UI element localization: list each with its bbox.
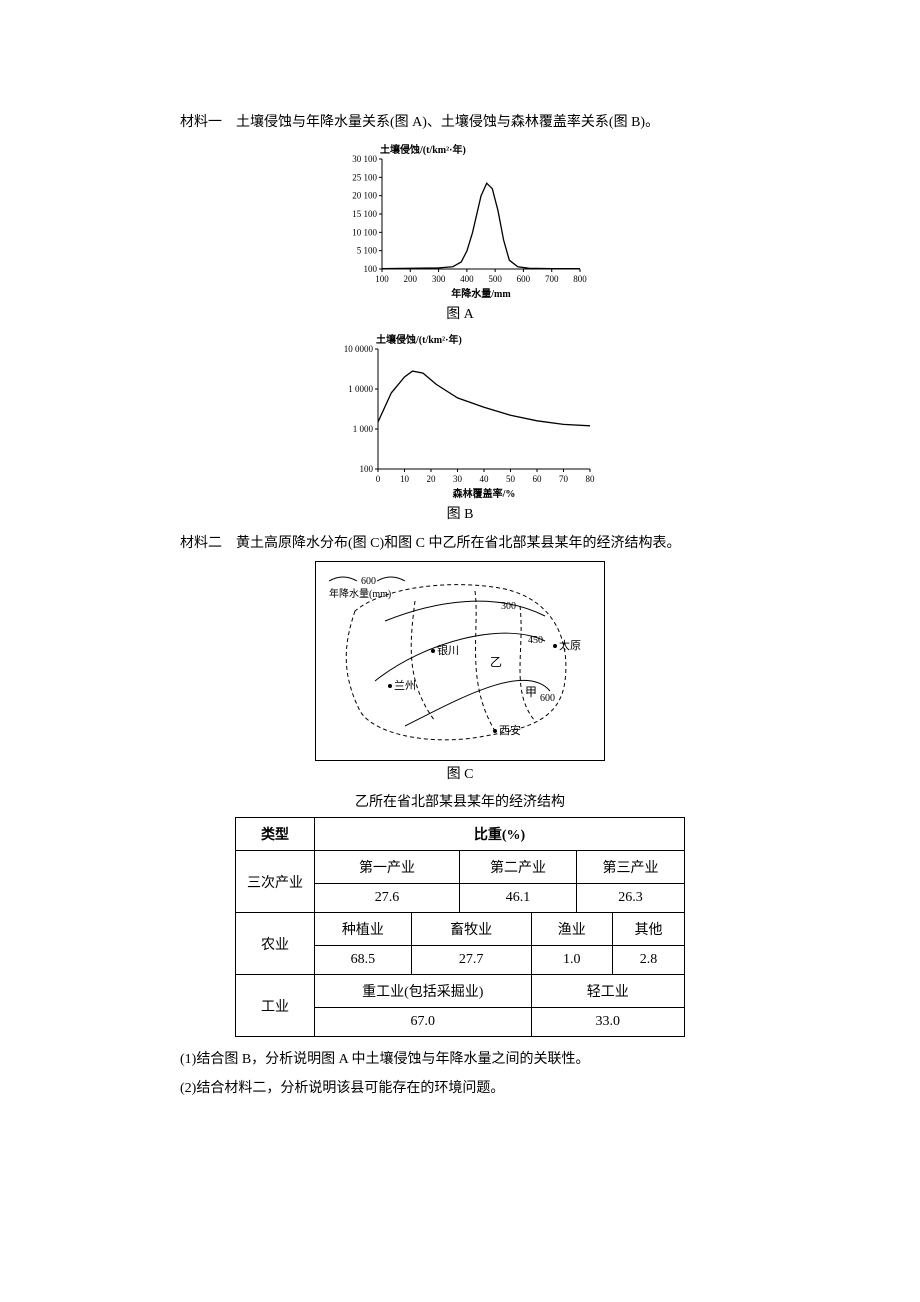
chart-b-container: 土壤侵蚀/(t/km²·年) 100 1 000 1 0000 10 0000 0 10 20… [180,331,740,523]
svg-text:100: 100 [375,274,389,284]
svg-text:500: 500 [488,274,502,284]
chart-b: 土壤侵蚀/(t/km²·年) 100 1 000 1 0000 10 0000 0 10 20… [320,331,600,501]
chart-b-label: 图 B [447,503,474,523]
cell: 重工业(包括采掘业) [315,975,532,1008]
cell: 其他 [612,913,684,946]
chart-a-label: 图 A [446,303,474,323]
svg-text:600: 600 [540,693,555,704]
cell: 第三产业 [576,851,684,884]
svg-text:土壤侵蚀/(t/km²·年): 土壤侵蚀/(t/km²·年) [380,143,466,156]
svg-text:10 0000: 10 0000 [344,344,374,354]
svg-text:600: 600 [361,576,376,587]
map-c-container: 600年降水量(mm)300450600银川兰州太原西安乙甲 图 C [180,561,740,783]
svg-text:15 100: 15 100 [352,209,377,219]
svg-text:60: 60 [533,474,543,484]
cell: 27.7 [411,946,531,975]
cell: 27.6 [315,884,460,913]
svg-text:5 100: 5 100 [357,245,378,255]
chart-a-container: 土壤侵蚀/(t/km²·年) 100 5 100 10 100 15 100 20 100… [180,141,740,323]
cell: 轻工业 [531,975,684,1008]
svg-text:西安: 西安 [499,723,521,737]
th-ratio: 比重(%) [315,818,685,851]
svg-text:200: 200 [404,274,418,284]
svg-text:乙: 乙 [490,655,502,669]
chart-a: 土壤侵蚀/(t/km²·年) 100 5 100 10 100 15 100 20 100… [330,141,590,301]
row-gongye-label: 工业 [236,975,315,1037]
svg-text:70: 70 [559,474,569,484]
svg-text:800: 800 [573,274,587,284]
th-type: 类型 [236,818,315,851]
questions: (1)结合图 B，分析说明图 A 中土壤侵蚀与年降水量之间的关联性。 (2)结合… [180,1047,740,1102]
cell: 2.8 [612,946,684,975]
svg-text:100: 100 [364,264,378,274]
svg-text:30 100: 30 100 [352,154,377,164]
svg-text:10 100: 10 100 [352,227,377,237]
svg-text:400: 400 [460,274,474,284]
svg-text:10: 10 [400,474,410,484]
svg-text:25 100: 25 100 [352,172,377,182]
svg-text:20: 20 [427,474,437,484]
svg-text:1 0000: 1 0000 [348,384,373,394]
material2-heading: 材料二 黄土高原降水分布(图 C)和图 C 中乙所在省北部某县某年的经济结构表。 [180,531,740,558]
material1-heading: 材料一 土壤侵蚀与年降水量关系(图 A)、土壤侵蚀与森林覆盖率关系(图 B)。 [180,110,740,137]
svg-text:80: 80 [586,474,596,484]
cell: 67.0 [315,1008,532,1037]
svg-text:50: 50 [506,474,516,484]
svg-text:100: 100 [360,464,374,474]
map-c-label: 图 C [447,763,474,783]
svg-text:兰州: 兰州 [394,679,416,692]
cell: 渔业 [531,913,612,946]
document-page: 材料一 土壤侵蚀与年降水量关系(图 A)、土壤侵蚀与森林覆盖率关系(图 B)。 … [0,0,920,1164]
svg-text:300: 300 [501,601,516,612]
row-nongye-label: 农业 [236,913,315,975]
svg-text:600: 600 [517,274,531,284]
svg-text:1 000: 1 000 [353,424,374,434]
cell: 种植业 [315,913,412,946]
cell: 33.0 [531,1008,684,1037]
table-title: 乙所在省北部某县某年的经济结构 [180,791,740,811]
svg-text:300: 300 [432,274,446,284]
svg-text:0: 0 [376,474,381,484]
row-sanci-label: 三次产业 [236,851,315,913]
question-1: (1)结合图 B，分析说明图 A 中土壤侵蚀与年降水量之间的关联性。 [180,1047,740,1074]
question-2: (2)结合材料二，分析说明该县可能存在的环境问题。 [180,1076,740,1103]
cell: 第二产业 [460,851,577,884]
svg-text:甲: 甲 [525,685,537,699]
cell: 1.0 [531,946,612,975]
svg-text:土壤侵蚀/(t/km²·年): 土壤侵蚀/(t/km²·年) [376,333,462,346]
svg-text:20 100: 20 100 [352,190,377,200]
cell: 46.1 [460,884,577,913]
map-c: 600年降水量(mm)300450600银川兰州太原西安乙甲 [315,561,605,761]
cell: 68.5 [315,946,412,975]
svg-text:700: 700 [545,274,559,284]
cell: 畜牧业 [411,913,531,946]
svg-text:森林覆盖率/%: 森林覆盖率/% [452,487,516,500]
svg-text:40: 40 [480,474,490,484]
svg-text:年降水量(mm): 年降水量(mm) [329,587,391,600]
svg-text:银川: 银川 [437,643,459,657]
svg-text:太原: 太原 [559,639,581,652]
cell: 第一产业 [315,851,460,884]
svg-text:450: 450 [528,635,543,646]
cell: 26.3 [576,884,684,913]
svg-text:年降水量/mm: 年降水量/mm [451,287,511,300]
svg-text:30: 30 [453,474,463,484]
economy-table: 类型 比重(%) 三次产业 第一产业 第二产业 第三产业 27.6 46.1 2… [235,817,685,1037]
